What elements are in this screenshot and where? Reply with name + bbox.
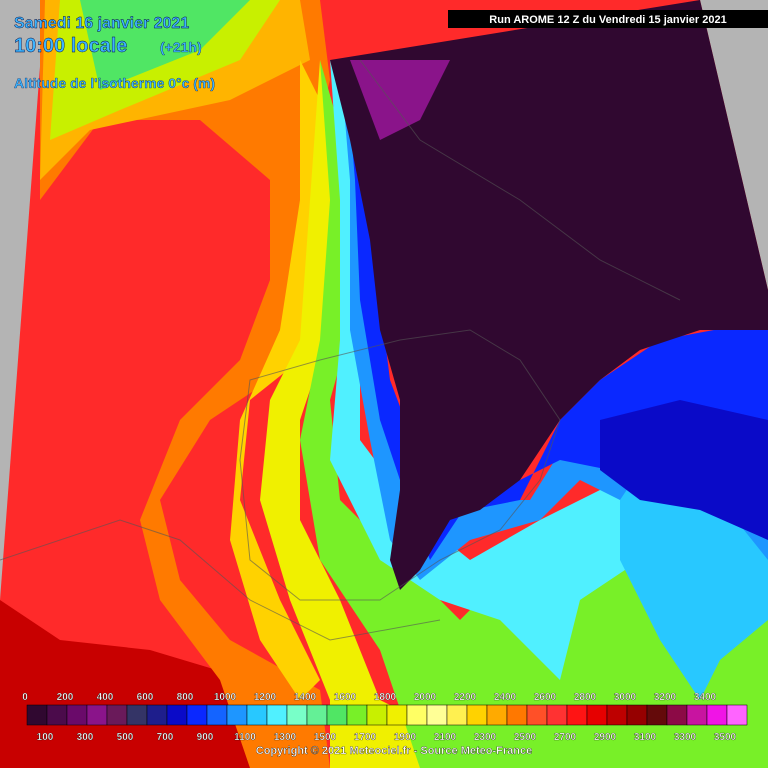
legend-swatch — [86, 704, 108, 726]
legend-swatch — [306, 704, 328, 726]
legend-label-top: 0 — [22, 692, 28, 703]
legend-swatch — [226, 704, 248, 726]
legend-label-top: 2600 — [534, 692, 557, 703]
legend-label-top: 400 — [97, 692, 114, 703]
legend-label-top: 200 — [57, 692, 74, 703]
legend-swatch — [206, 704, 228, 726]
legend-label-top: 600 — [137, 692, 154, 703]
legend-swatch — [186, 704, 208, 726]
legend-label-bottom: 2900 — [594, 732, 617, 743]
legend-swatch — [486, 704, 508, 726]
legend-label-bottom: 3500 — [714, 732, 737, 743]
legend-label-bottom: 2100 — [434, 732, 457, 743]
run-banner — [448, 10, 768, 28]
legend-label-bottom: 700 — [157, 732, 174, 743]
legend-label-bottom: 1300 — [274, 732, 297, 743]
legend-swatch — [666, 704, 688, 726]
legend-label-top: 2400 — [494, 692, 517, 703]
legend-label-bottom: 2300 — [474, 732, 497, 743]
legend-swatch — [426, 704, 448, 726]
legend-swatch — [146, 704, 168, 726]
legend-swatch — [646, 704, 668, 726]
legend-label-top: 800 — [177, 692, 194, 703]
legend-label-top: 3200 — [654, 692, 677, 703]
legend-label-bottom: 1900 — [394, 732, 417, 743]
run-info: Run AROME 12 Z du Vendredi 15 janvier 20… — [489, 14, 726, 26]
legend-swatch — [46, 704, 68, 726]
legend-swatch — [106, 704, 128, 726]
legend-swatch — [166, 704, 188, 726]
legend-swatch — [546, 704, 568, 726]
legend-label-bottom: 1100 — [234, 732, 256, 743]
legend-label-bottom: 500 — [117, 732, 134, 743]
legend-swatch — [626, 704, 648, 726]
legend-swatch — [26, 704, 48, 726]
legend-label-bottom: 100 — [37, 732, 54, 743]
legend-label-bottom: 900 — [197, 732, 214, 743]
legend-label-top: 1800 — [374, 692, 397, 703]
legend-swatch — [366, 704, 388, 726]
legend-label-top: 2200 — [454, 692, 477, 703]
legend-label-top: 1600 — [334, 692, 357, 703]
legend-label-bottom: 1500 — [314, 732, 337, 743]
legend-swatch — [446, 704, 468, 726]
legend-label-top: 3000 — [614, 692, 637, 703]
legend-label-top: 1200 — [254, 692, 277, 703]
legend-label-top: 2800 — [574, 692, 597, 703]
legend-label-bottom: 2500 — [514, 732, 537, 743]
legend-label-bottom: 3100 — [634, 732, 657, 743]
legend-swatch — [466, 704, 488, 726]
legend-swatch — [346, 704, 368, 726]
legend-swatch — [526, 704, 548, 726]
time: 10:00 locale — [14, 35, 127, 57]
legend-swatch — [606, 704, 628, 726]
legend-swatch — [326, 704, 348, 726]
legend-label-top: 1400 — [294, 692, 317, 703]
legend: 0 200 400 600 800 1000 1200 1400 1600 1800 2000 220… — [22, 692, 748, 743]
legend-swatch — [686, 704, 708, 726]
legend-swatch — [566, 704, 588, 726]
legend-swatch — [706, 704, 728, 726]
field-name: Altitude de l'isotherme 0°c (m) — [14, 75, 215, 91]
legend-swatch — [406, 704, 428, 726]
legend-swatch — [266, 704, 288, 726]
legend-swatch — [386, 704, 408, 726]
legend-label-bottom: 3300 — [674, 732, 697, 743]
date: Samedi 16 janvier 2021 — [14, 15, 189, 32]
legend-swatch — [246, 704, 268, 726]
legend-label-top: 1000 — [214, 692, 237, 703]
copyright: Copyright © 2021 Meteociel.fr - Source M… — [256, 745, 532, 757]
legend-swatch — [66, 704, 88, 726]
legend-swatch — [726, 704, 748, 726]
legend-label-top: 3400 — [694, 692, 717, 703]
legend-swatch — [506, 704, 528, 726]
legend-label-top: 2000 — [414, 692, 437, 703]
legend-swatch — [586, 704, 608, 726]
legend-label-bottom: 2700 — [554, 732, 577, 743]
offset: (+21h) — [160, 39, 202, 55]
legend-label-bottom: 300 — [77, 732, 94, 743]
legend-swatch — [126, 704, 148, 726]
borders — [0, 59, 681, 641]
legend-label-bottom: 1700 — [354, 732, 377, 743]
legend-swatch — [286, 704, 308, 726]
